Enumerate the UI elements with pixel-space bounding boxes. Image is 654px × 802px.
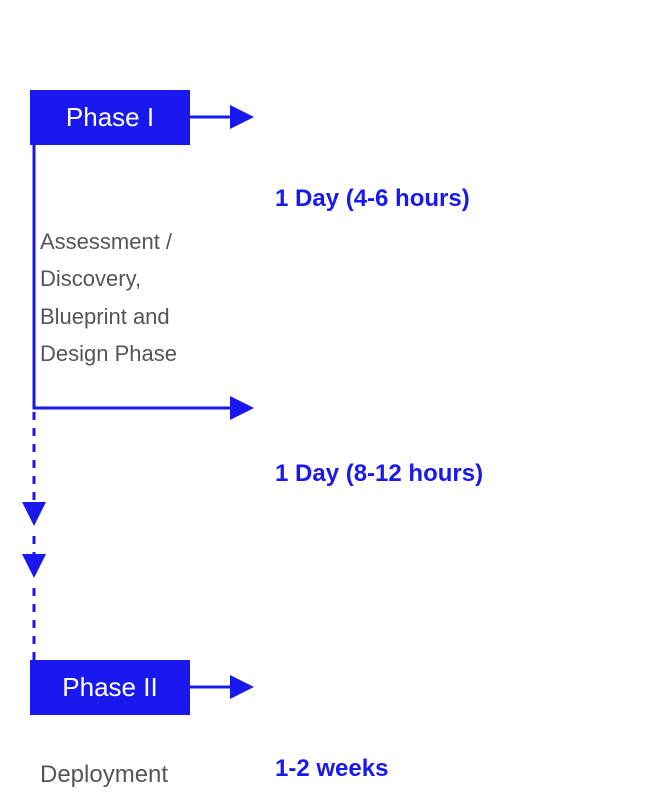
phase1-desc-line2: Discovery, [40, 260, 220, 297]
phase1-desc-line3: Blueprint and [40, 298, 220, 335]
phase1-box: Phase I [30, 90, 190, 145]
phase1-desc-line1: Assessment / [40, 223, 220, 260]
mid-duration: 1 Day (8-12 hours) [275, 460, 483, 488]
phase1-desc-line4: Design Phase [40, 335, 220, 372]
phase1-description: Assessment / Discovery, Blueprint and De… [40, 223, 220, 373]
phase2-duration: 1-2 weeks [275, 755, 388, 783]
phase1-duration: 1 Day (4-6 hours) [275, 185, 470, 213]
phase2-description: Deployment [40, 755, 168, 796]
phase2-box: Phase II [30, 660, 190, 715]
